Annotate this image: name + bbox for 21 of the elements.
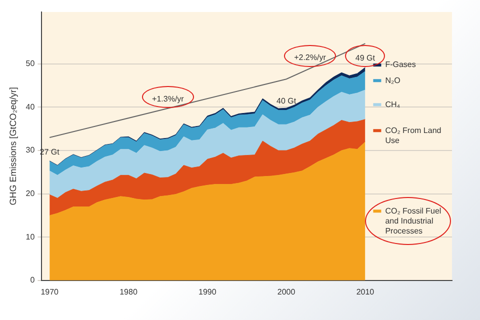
y-tick-label: 0 — [30, 276, 36, 285]
legend-label: CO₂ Fossil Fuel and Industrial Processes — [385, 206, 442, 236]
legend-label: CH₄ — [385, 100, 400, 109]
y-tick-label: 10 — [26, 232, 36, 242]
legend-label: N₂O — [385, 76, 400, 85]
y-tick-label: 40 — [26, 102, 36, 112]
annotation: 49 Gt — [355, 54, 376, 63]
x-tick-label: 2000 — [277, 287, 296, 296]
x-tick-label: 1970 — [40, 287, 60, 296]
y-axis-title: GHG Emissions [GtCO₂eq/yr] — [8, 87, 18, 206]
x-tick-label: 2010 — [356, 287, 375, 296]
annotation: +1.3%/yr — [152, 94, 184, 104]
legend-label: CO₂ From Land Use — [385, 126, 442, 145]
x-tick-label: 1980 — [120, 287, 138, 296]
y-tick-label: 30 — [26, 146, 36, 155]
annotation: +2.2%/yr — [294, 53, 326, 62]
annotation: 40 Gt — [276, 96, 297, 106]
y-tick-label: 20 — [26, 189, 36, 198]
legend-label: F-Gases — [385, 60, 416, 70]
y-tick-label: 50 — [26, 59, 36, 68]
x-tick-label: 1990 — [198, 287, 217, 296]
